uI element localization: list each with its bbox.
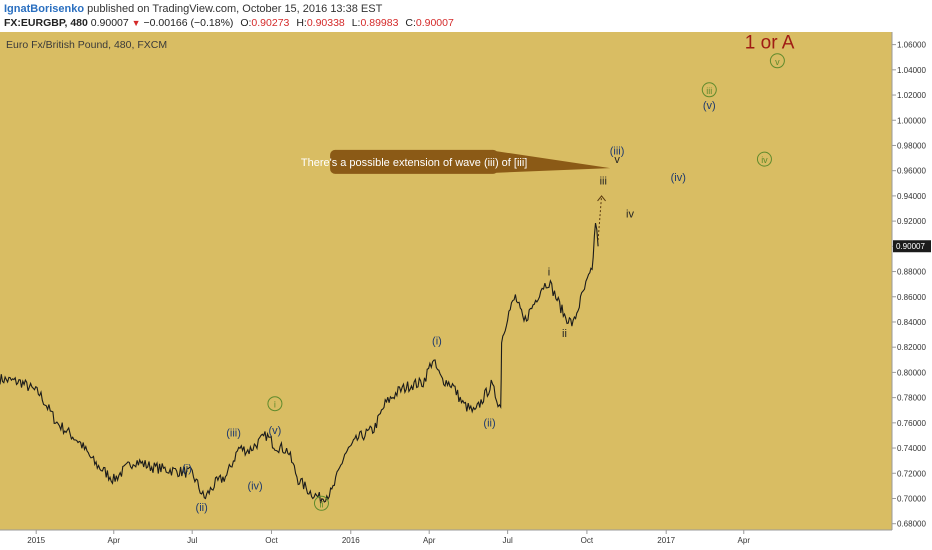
open-label: O: <box>240 17 252 29</box>
x-tick-label: Jul <box>187 536 197 545</box>
price-series-line <box>0 222 599 504</box>
y-tick-label: 0.88000 <box>897 268 926 277</box>
wave-label: i <box>274 400 276 410</box>
wave-label: (iii) <box>610 145 625 157</box>
price-axis <box>892 32 932 550</box>
y-tick-label: 0.80000 <box>897 368 926 377</box>
y-tick-label: 1.04000 <box>897 66 926 75</box>
y-tick-label: 0.96000 <box>897 167 926 176</box>
wave-label-circle <box>769 53 785 69</box>
y-tick-label: 0.98000 <box>897 141 926 150</box>
symbol-label: FX:EURGBP, 480 <box>4 17 88 29</box>
close-value: 0.90007 <box>415 17 454 29</box>
high-value: 0.90338 <box>306 17 345 29</box>
x-tick-label: Oct <box>581 536 594 545</box>
y-tick-label: 1.02000 <box>897 91 926 100</box>
wave-label: (iii) <box>226 428 241 440</box>
y-tick-label: 0.70000 <box>897 494 926 503</box>
y-tick-label: 1.00000 <box>897 116 926 125</box>
price-chart[interactable]: Euro Fx/British Pound, 480, FXCM 1.06000 1… <box>0 32 932 550</box>
publish-info: IgnatBorisenko published on TradingView.… <box>4 3 382 15</box>
y-tick-label: 0.86000 <box>897 293 926 302</box>
wave-label: ii <box>319 499 323 509</box>
wave-label: (iv) <box>671 172 686 184</box>
wave-label: (iv) <box>247 481 262 493</box>
wave-label: iv <box>761 155 768 165</box>
wave-label: (ii) <box>196 502 208 514</box>
x-tick-label: Apr <box>738 536 751 545</box>
last-price: 0.90007 <box>90 17 129 29</box>
wave-label-circle <box>313 495 329 511</box>
y-tick-label: 0.82000 <box>897 343 926 352</box>
down-arrow-icon: ▼ <box>131 18 141 28</box>
callout-text: There's a possible extension of wave (ii… <box>301 157 527 169</box>
y-tick-label: 0.94000 <box>897 192 926 201</box>
wave-label: (i) <box>182 463 192 475</box>
callout-pointer <box>494 150 611 173</box>
close-label: C: <box>405 17 416 29</box>
x-tick-label: Apr <box>108 536 121 545</box>
x-tick-label: 2015 <box>27 536 45 545</box>
projection-arrow-line <box>597 195 603 241</box>
author-link[interactable]: IgnatBorisenko <box>4 3 85 15</box>
plot-background <box>0 32 892 530</box>
projection-arrow-head <box>597 195 606 202</box>
x-tick-label: 2017 <box>657 536 675 545</box>
low-label: L: <box>351 17 361 29</box>
y-tick-label: 0.74000 <box>897 444 926 453</box>
wave-label: (ii) <box>483 418 495 430</box>
y-tick-label: 0.68000 <box>897 520 926 529</box>
y-tick-label: 0.84000 <box>897 318 926 327</box>
wave-label-circle <box>756 151 772 167</box>
last-price-marker <box>893 240 931 253</box>
wave-label: (v) <box>703 100 716 112</box>
wave-label: iii <box>600 176 607 188</box>
wave-label-circle <box>701 82 717 98</box>
wave-degree-title: 1 or A <box>745 32 795 53</box>
wave-label: (v) <box>269 425 282 437</box>
wave-label: (i) <box>432 336 442 348</box>
y-tick-label: 0.78000 <box>897 394 926 403</box>
open-value: 0.90273 <box>251 17 290 29</box>
wave-label: i <box>548 266 550 278</box>
x-tick-label: 2016 <box>342 536 360 545</box>
callout-box <box>330 149 499 174</box>
wave-label-circle <box>267 396 283 412</box>
y-tick-label: 0.76000 <box>897 419 926 428</box>
wave-label: iv <box>626 208 634 220</box>
low-value: 0.89983 <box>360 17 399 29</box>
wave-label: ii <box>562 328 567 340</box>
last-price-value: 0.90007 <box>896 242 925 251</box>
x-tick-label: Jul <box>503 536 513 545</box>
x-tick-label: Apr <box>423 536 436 545</box>
high-label: H: <box>296 17 307 29</box>
wave-label: iii <box>706 86 712 96</box>
y-tick-label: 1.06000 <box>897 41 926 50</box>
price-change: −0.00166 (−0.18%) <box>143 17 234 29</box>
wave-label: v <box>775 57 780 67</box>
y-tick-label: 0.72000 <box>897 469 926 478</box>
quote-line: FX:EURGBP, 480 0.90007 ▼ −0.00166 (−0.18… <box>4 17 454 29</box>
wave-label: v <box>614 154 620 166</box>
time-axis <box>0 530 892 550</box>
publish-text: published on TradingView.com, October 15… <box>87 3 383 15</box>
x-tick-label: Oct <box>265 536 278 545</box>
chart-title: Euro Fx/British Pound, 480, FXCM <box>6 39 167 51</box>
y-tick-label: 0.92000 <box>897 217 926 226</box>
